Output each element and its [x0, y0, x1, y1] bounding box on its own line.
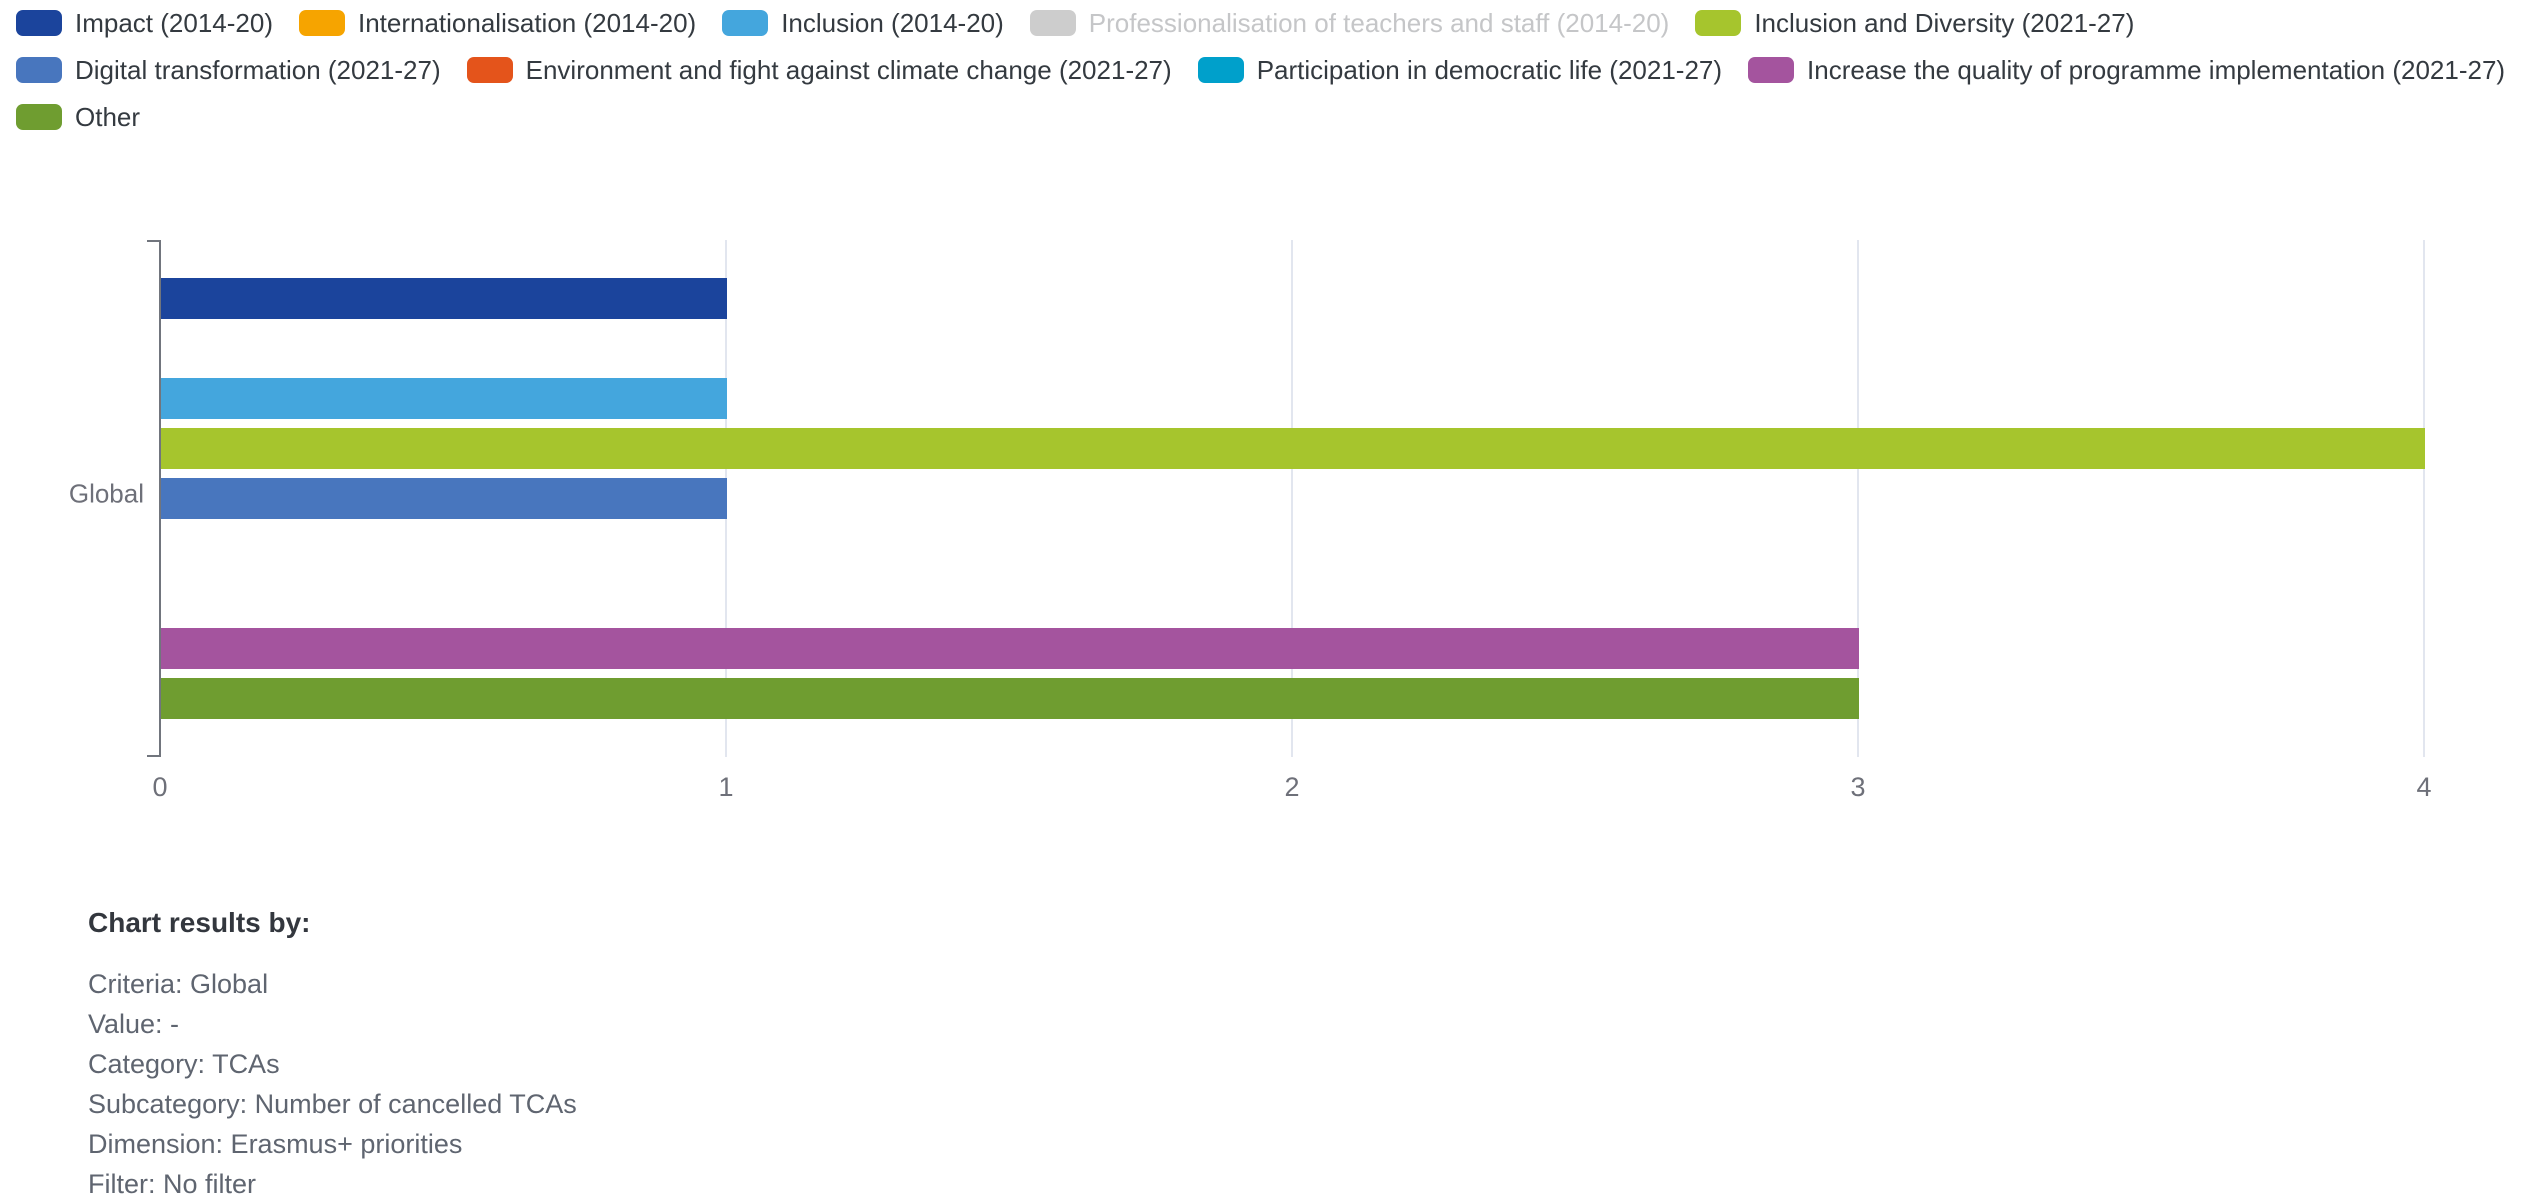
legend-swatch-icon [1748, 57, 1795, 83]
legend-item[interactable]: Internationalisation (2014-20) [298, 8, 697, 38]
legend-swatch-icon [16, 10, 62, 36]
legend-item[interactable]: Participation in democratic life (2021-2… [1197, 55, 1723, 85]
legend-item[interactable]: Increase the quality of programme implem… [1748, 56, 2505, 84]
bar-inclusion-2014-20[interactable] [161, 378, 727, 419]
legend-item-label: Professionalisation of teachers and staf… [1088, 8, 1670, 38]
chart-legend: Impact (2014-20) Internationalisation (20… [16, 9, 2516, 131]
legend-swatch-icon [1695, 10, 1742, 36]
bar-other[interactable] [161, 678, 1859, 719]
legend-item[interactable]: Inclusion (2014-20) [722, 9, 1004, 37]
y-axis-line [159, 240, 161, 757]
legend-swatch-icon [1197, 57, 1244, 83]
legend-item-label: Internationalisation (2014-20) [357, 8, 697, 38]
x-axis-tick-label: 3 [1850, 772, 1866, 802]
legend-swatch-icon [1029, 10, 1076, 36]
legend-row-1: Impact (2014-20) Internationalisation (20… [16, 9, 2516, 37]
gridline-x-3 [1857, 240, 1859, 757]
gridline-x-4 [2423, 240, 2425, 757]
y-axis-tick-top [147, 240, 159, 242]
legend-item-label: Inclusion and Diversity (2021-27) [1754, 8, 2135, 38]
x-axis-tick-label: 0 [152, 772, 168, 802]
subcategory-line: Subcategory: Number of cancelled TCAs [88, 1089, 577, 1119]
y-axis-category-label: Global [68, 478, 144, 509]
legend-item-label: Digital transformation (2021-27) [75, 55, 441, 85]
legend-item-label: Impact (2014-20) [75, 8, 273, 38]
legend-row-2: Digital transformation (2021-27) Environm… [16, 56, 2516, 84]
legend-swatch-icon [16, 104, 62, 130]
legend-item[interactable]: Inclusion and Diversity (2021-27) [1695, 9, 2134, 37]
dimension-line: Dimension: Erasmus+ priorities [88, 1129, 463, 1159]
bar-digital-transformation-2021-27[interactable] [161, 478, 727, 519]
legend-item[interactable]: Environment and fight against climate ch… [466, 55, 1172, 85]
criteria-line: Criteria: Global [88, 969, 269, 999]
chart-results-title: Chart results by: [88, 907, 311, 938]
x-axis-tick-label: 4 [2416, 772, 2432, 802]
legend-item[interactable]: Impact (2014-20) [16, 9, 273, 37]
legend-item-label: Inclusion (2014-20) [781, 8, 1004, 38]
legend-swatch-icon [16, 57, 62, 83]
chart-results-lines: Criteria: Global Value: - Category: TCAs… [88, 964, 577, 1204]
bar-impact-2014-20[interactable] [161, 278, 727, 319]
legend-swatch-icon [466, 57, 513, 83]
filter-line: Filter: No filter [88, 1169, 257, 1199]
legend-swatch-icon [722, 10, 769, 36]
legend-item[interactable]: Digital transformation (2021-27) [16, 56, 441, 84]
legend-item[interactable]: Other [16, 103, 140, 131]
gridline-x-2 [1291, 240, 1293, 757]
bar-chart: Global 0 1 2 3 4 [68, 240, 2432, 802]
legend-item-label: Increase the quality of programme implem… [1807, 55, 2506, 85]
legend-item-label: Participation in democratic life (2021-2… [1256, 55, 1723, 85]
chart-results-summary: Chart results by: Criteria: Global Value… [88, 906, 577, 1204]
legend-row-3: Other [16, 103, 2516, 131]
legend-item[interactable]: Professionalisation of teachers and staf… [1029, 8, 1670, 38]
x-axis-tick-label: 2 [1284, 772, 1300, 802]
legend-item-label: Other [75, 102, 141, 132]
legend-swatch-icon [298, 10, 345, 36]
legend-item-label: Environment and fight against climate ch… [525, 55, 1172, 85]
bar-inclusion-and-diversity-2021-27[interactable] [161, 428, 2425, 469]
y-axis-tick-bottom [147, 755, 159, 757]
bar-increase-the-quality-of-programme-implementation-2021-27[interactable] [161, 628, 1859, 669]
category-line: Category: TCAs [88, 1049, 280, 1079]
x-axis-tick-label: 1 [718, 772, 734, 802]
value-line: Value: - [88, 1009, 180, 1039]
